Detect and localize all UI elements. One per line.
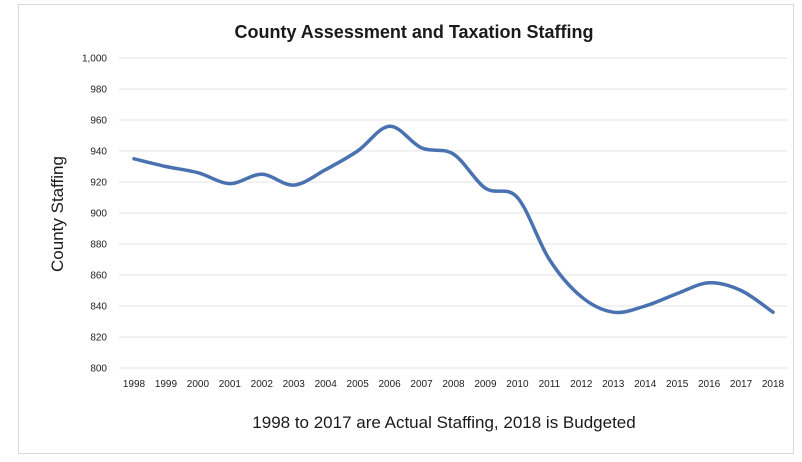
data-point xyxy=(132,157,136,161)
x-tick-label: 2017 xyxy=(730,379,753,390)
x-tick-label: 2010 xyxy=(506,379,529,390)
x-tick-label: 2002 xyxy=(251,379,274,390)
data-point xyxy=(547,257,551,262)
y-axis-label: County Staffing xyxy=(48,156,67,272)
gridlines xyxy=(119,57,787,369)
data-point xyxy=(611,310,615,314)
y-tick-label: 820 xyxy=(90,333,107,344)
y-tick-label: 960 xyxy=(90,116,107,127)
x-tick-label: 1998 xyxy=(123,379,146,390)
chart-title: County Assessment and Taxation Staffing xyxy=(234,22,593,42)
x-tick-label: 2009 xyxy=(474,379,497,390)
x-tick-label: 2015 xyxy=(666,379,689,390)
x-tick-label: 2008 xyxy=(442,379,465,390)
x-tick-labels: 1998 1999 2000 2001 2002 2003 2004 2005 2006 2007… xyxy=(123,379,785,390)
x-tick-label: 2012 xyxy=(570,379,593,390)
y-tick-label: 880 xyxy=(90,240,107,251)
y-tick-label: 920 xyxy=(90,178,107,189)
data-point xyxy=(483,186,488,190)
x-tick-label: 2011 xyxy=(539,379,561,390)
x-tick-label: 2005 xyxy=(347,379,370,390)
data-point xyxy=(388,124,392,128)
data-point xyxy=(579,295,583,299)
x-tick-label: 2013 xyxy=(602,379,625,390)
data-point xyxy=(260,172,264,176)
x-tick-label: 2000 xyxy=(187,379,210,390)
series-layer xyxy=(132,124,775,315)
y-tick-label: 860 xyxy=(90,271,107,282)
y-tick-label: 980 xyxy=(90,85,107,96)
y-tick-label: 1,000 xyxy=(82,54,107,65)
data-point xyxy=(675,292,679,296)
data-point xyxy=(643,304,647,308)
x-tick-label: 2006 xyxy=(378,379,401,390)
data-point xyxy=(739,288,743,293)
data-point xyxy=(164,164,168,169)
x-axis-label: 1998 to 2017 are Actual Staffing, 2018 i… xyxy=(252,413,635,432)
x-tick-label: 2001 xyxy=(219,379,242,390)
data-point xyxy=(196,171,200,175)
x-tick-label: 2004 xyxy=(315,379,338,390)
data-point xyxy=(515,195,520,200)
x-tick-label: 2018 xyxy=(762,379,785,390)
data-point xyxy=(771,310,775,314)
x-tick-label: 2016 xyxy=(698,379,721,390)
data-point xyxy=(324,168,328,172)
data-point xyxy=(707,281,711,285)
x-tick-label: 2007 xyxy=(410,379,433,390)
chart-frame xyxy=(18,4,794,454)
y-tick-label: 840 xyxy=(90,302,107,313)
data-point xyxy=(451,152,456,156)
x-tick-label: 2003 xyxy=(283,379,306,390)
y-tick-label: 940 xyxy=(90,147,107,158)
y-tick-label: 800 xyxy=(90,364,107,375)
data-point xyxy=(228,181,232,186)
x-tick-label: 1999 xyxy=(155,379,178,390)
y-tick-labels: 800 820 840 860 880 900 920 940 960 980 1,000 xyxy=(82,54,107,375)
x-tick-label: 2014 xyxy=(634,379,657,390)
data-point xyxy=(292,183,296,187)
data-point xyxy=(419,146,424,150)
data-point xyxy=(356,149,360,153)
y-tick-label: 900 xyxy=(90,209,107,220)
